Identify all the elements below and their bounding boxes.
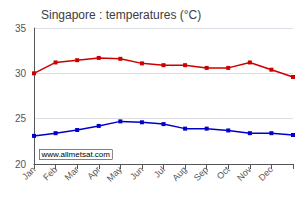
- svg-text:Singapore : temperatures (°C): Singapore : temperatures (°C): [41, 8, 201, 22]
- svg-text:30: 30: [15, 68, 27, 79]
- svg-text:Jul: Jul: [152, 164, 167, 179]
- svg-text:Feb: Feb: [41, 164, 59, 182]
- svg-text:May: May: [105, 164, 124, 183]
- svg-text:Mar: Mar: [63, 164, 81, 182]
- svg-text:Sep: Sep: [192, 164, 210, 182]
- svg-text:Jan: Jan: [20, 164, 37, 181]
- svg-text:www.allmetsat.com: www.allmetsat.com: [41, 150, 111, 159]
- svg-text:20: 20: [15, 159, 27, 170]
- svg-text:Jun: Jun: [128, 164, 145, 181]
- svg-text:25: 25: [15, 113, 27, 124]
- svg-text:Aug: Aug: [170, 164, 188, 182]
- svg-text:Apr: Apr: [85, 164, 102, 181]
- svg-text:35: 35: [15, 23, 27, 34]
- svg-text:Oct: Oct: [215, 164, 232, 181]
- svg-text:Dec: Dec: [257, 164, 276, 183]
- svg-text:Nov: Nov: [235, 164, 254, 183]
